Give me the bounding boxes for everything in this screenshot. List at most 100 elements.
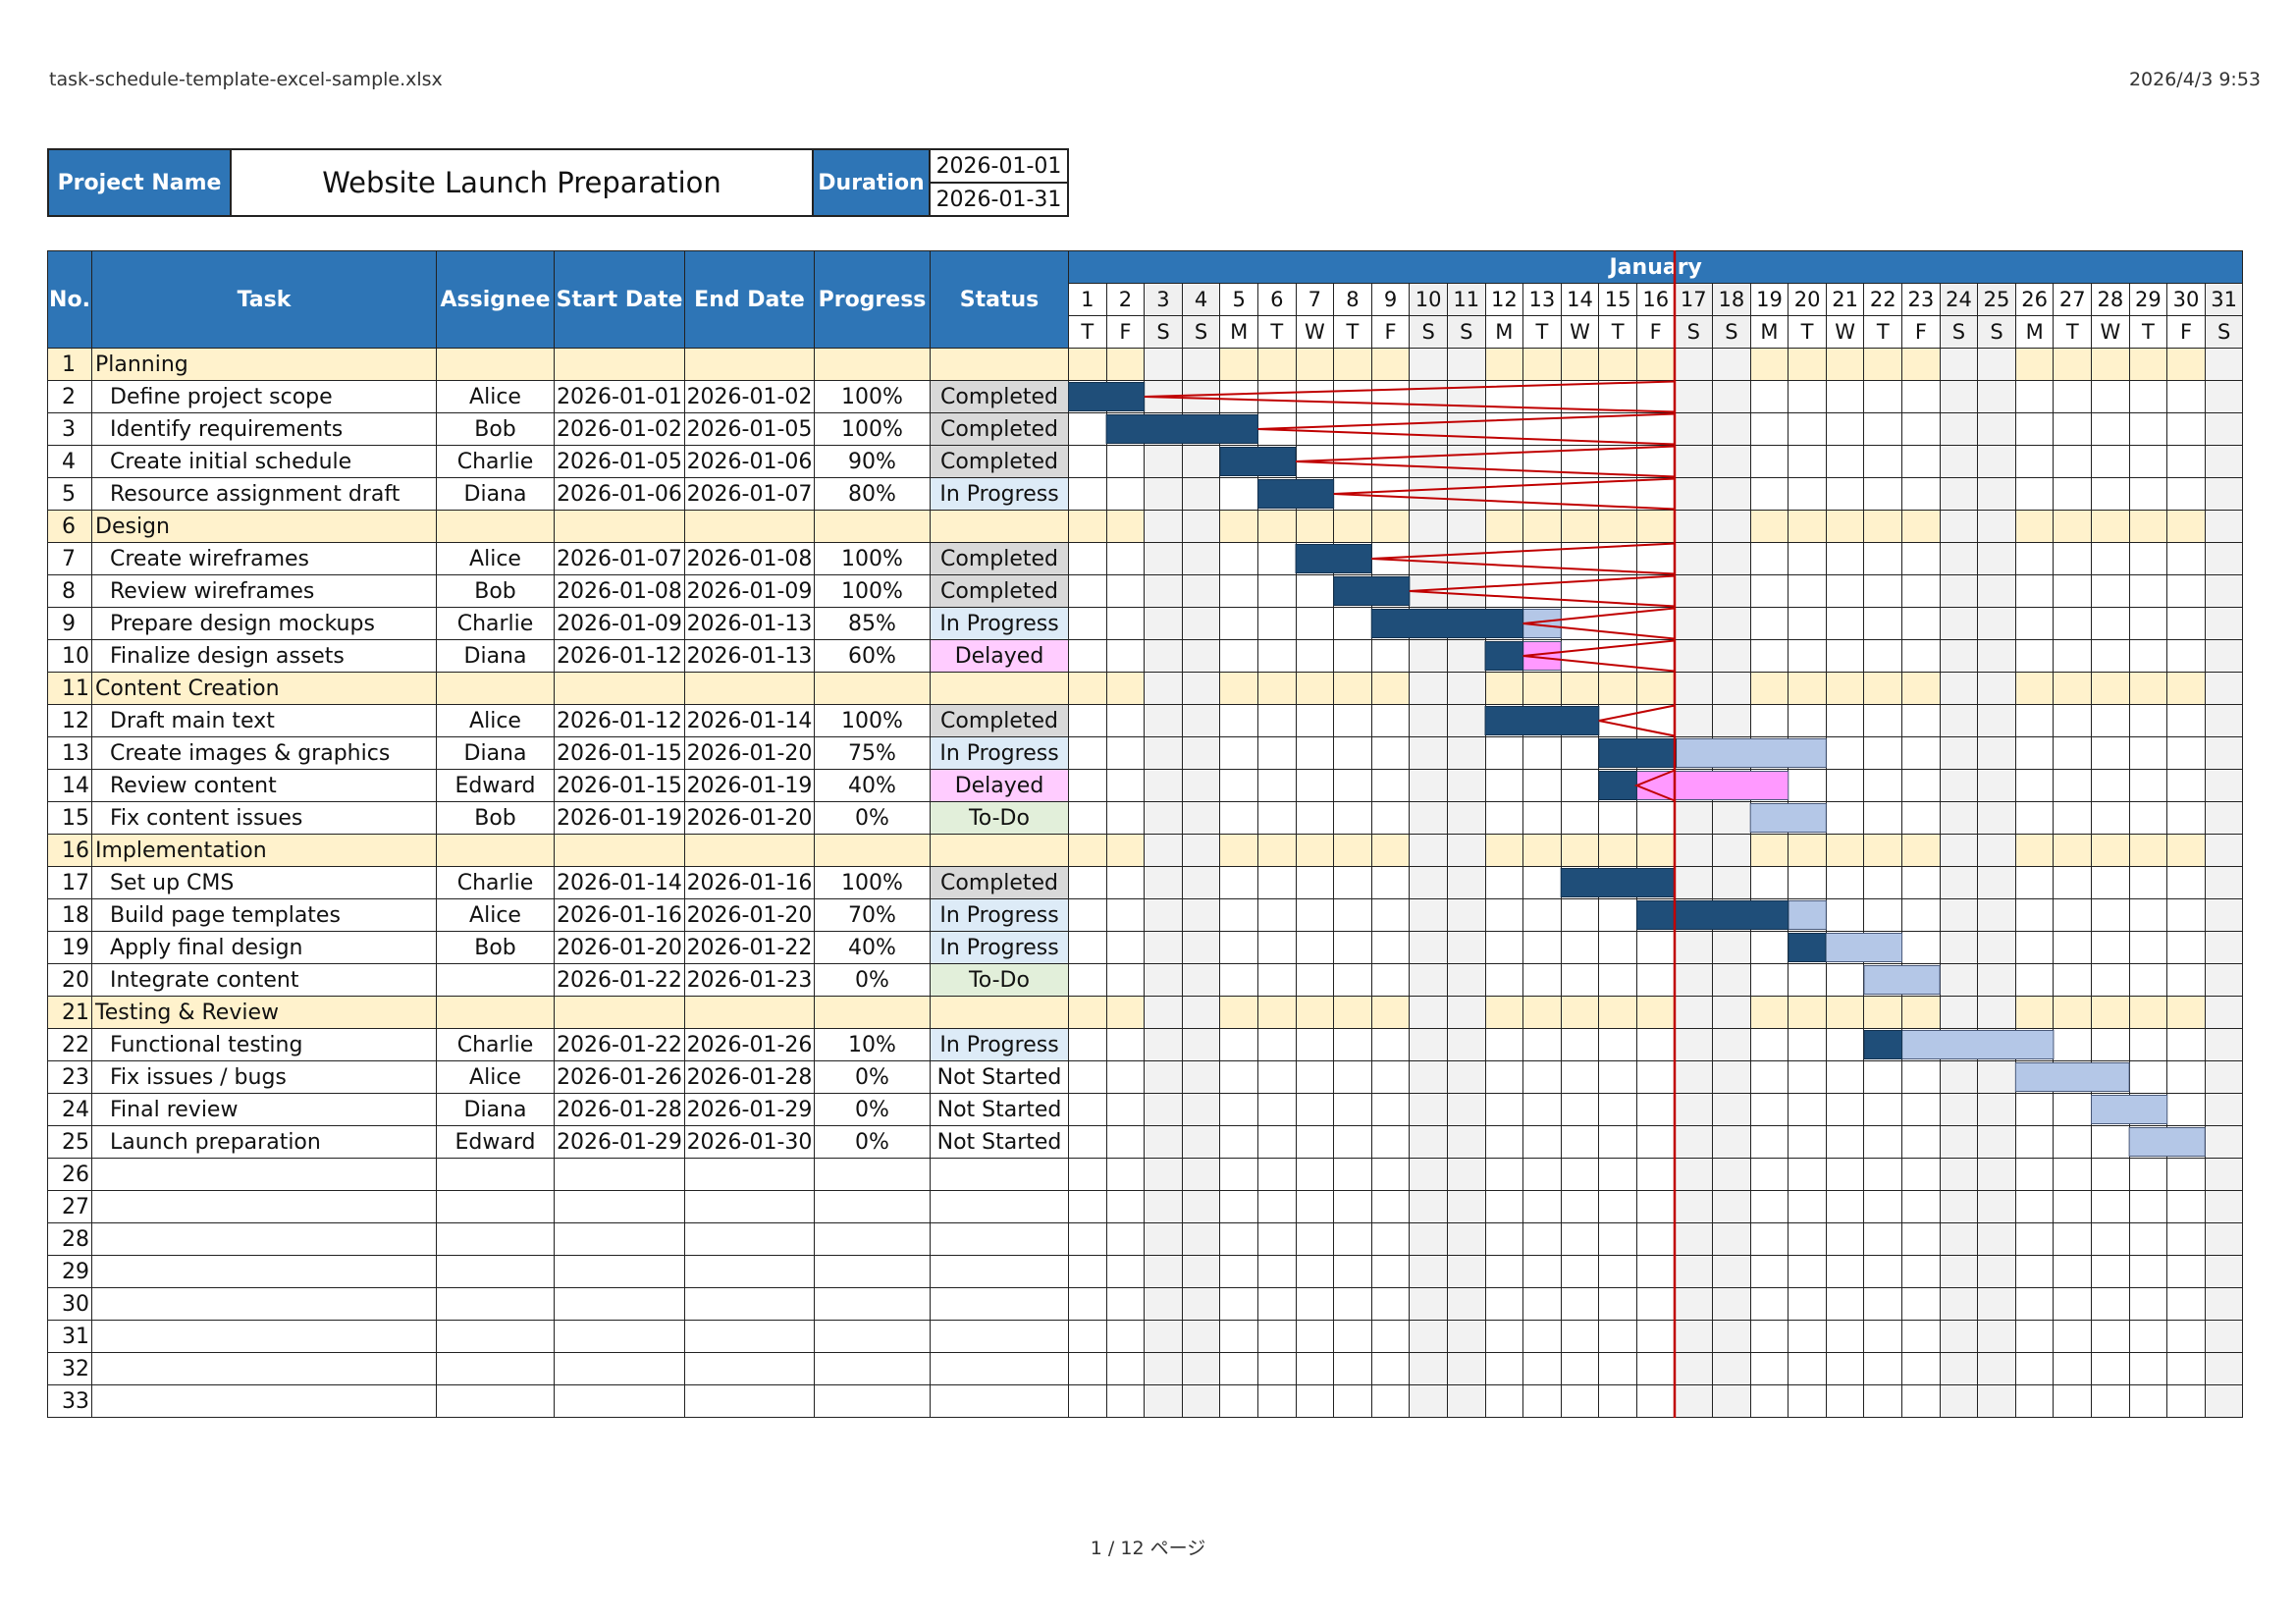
duration-start[interactable]: 2026-01-01 [929,148,1069,184]
assignee-cell[interactable]: Bob [436,801,555,835]
end-date-cell[interactable] [684,996,815,1029]
progress-cell[interactable]: 70% [814,898,931,932]
assignee-cell[interactable] [436,1320,555,1353]
assignee-cell[interactable] [436,1255,555,1288]
assignee-cell[interactable] [436,1158,555,1191]
end-date-cell[interactable]: 2026-01-13 [684,607,815,640]
task-name[interactable]: Draft main text [91,704,437,737]
status-cell[interactable] [930,834,1069,867]
status-cell[interactable] [930,510,1069,543]
assignee-cell[interactable] [436,963,555,997]
start-date-cell[interactable]: 2026-01-12 [554,639,685,673]
start-date-cell[interactable]: 2026-01-02 [554,412,685,446]
progress-cell[interactable]: 40% [814,931,931,964]
start-date-cell[interactable]: 2026-01-09 [554,607,685,640]
start-date-cell[interactable]: 2026-01-12 [554,704,685,737]
status-cell[interactable] [930,1158,1069,1191]
task-name[interactable]: Implementation [91,834,437,867]
start-date-cell[interactable] [554,1190,685,1223]
progress-cell[interactable]: 40% [814,769,931,802]
assignee-cell[interactable] [436,1287,555,1321]
progress-cell[interactable] [814,510,931,543]
status-cell[interactable]: In Progress [930,607,1069,640]
status-cell[interactable] [930,1352,1069,1385]
task-name[interactable]: Create initial schedule [91,445,437,478]
end-date-cell[interactable] [684,510,815,543]
status-cell[interactable]: Completed [930,542,1069,575]
start-date-cell[interactable]: 2026-01-14 [554,866,685,899]
assignee-cell[interactable]: Diana [436,1093,555,1126]
status-cell[interactable] [930,1384,1069,1418]
progress-cell[interactable] [814,1255,931,1288]
start-date-cell[interactable] [554,1384,685,1418]
task-name[interactable]: Identify requirements [91,412,437,446]
progress-cell[interactable] [814,1158,931,1191]
assignee-cell[interactable] [436,348,555,381]
end-date-cell[interactable] [684,1222,815,1256]
assignee-cell[interactable]: Charlie [436,866,555,899]
progress-cell[interactable]: 100% [814,574,931,608]
task-name[interactable]: Create images & graphics [91,736,437,770]
start-date-cell[interactable]: 2026-01-28 [554,1093,685,1126]
progress-cell[interactable]: 75% [814,736,931,770]
end-date-cell[interactable] [684,1352,815,1385]
assignee-cell[interactable]: Diana [436,639,555,673]
project-name-value[interactable]: Website Launch Preparation [230,148,814,217]
assignee-cell[interactable]: Diana [436,736,555,770]
assignee-cell[interactable]: Edward [436,769,555,802]
task-name[interactable]: Resource assignment draft [91,477,437,511]
status-cell[interactable]: Completed [930,412,1069,446]
end-date-cell[interactable]: 2026-01-29 [684,1093,815,1126]
task-name[interactable]: Build page templates [91,898,437,932]
start-date-cell[interactable] [554,1255,685,1288]
status-cell[interactable]: Completed [930,445,1069,478]
progress-cell[interactable] [814,834,931,867]
start-date-cell[interactable] [554,672,685,705]
progress-cell[interactable]: 85% [814,607,931,640]
start-date-cell[interactable] [554,834,685,867]
status-cell[interactable] [930,1287,1069,1321]
task-name[interactable]: Integrate content [91,963,437,997]
start-date-cell[interactable]: 2026-01-26 [554,1060,685,1094]
progress-cell[interactable]: 90% [814,445,931,478]
progress-cell[interactable]: 0% [814,963,931,997]
status-cell[interactable] [930,996,1069,1029]
progress-cell[interactable]: 80% [814,477,931,511]
task-name[interactable]: Define project scope [91,380,437,413]
assignee-cell[interactable]: Alice [436,1060,555,1094]
task-name[interactable] [91,1320,437,1353]
end-date-cell[interactable]: 2026-01-26 [684,1028,815,1061]
start-date-cell[interactable] [554,1320,685,1353]
assignee-cell[interactable]: Alice [436,380,555,413]
progress-cell[interactable] [814,348,931,381]
end-date-cell[interactable] [684,672,815,705]
status-cell[interactable]: Delayed [930,769,1069,802]
task-name[interactable] [91,1352,437,1385]
assignee-cell[interactable] [436,510,555,543]
assignee-cell[interactable]: Alice [436,542,555,575]
task-name[interactable]: Functional testing [91,1028,437,1061]
progress-cell[interactable]: 100% [814,542,931,575]
end-date-cell[interactable]: 2026-01-13 [684,639,815,673]
end-date-cell[interactable]: 2026-01-23 [684,963,815,997]
status-cell[interactable] [930,1222,1069,1256]
assignee-cell[interactable] [436,1352,555,1385]
task-name[interactable]: Apply final design [91,931,437,964]
start-date-cell[interactable]: 2026-01-19 [554,801,685,835]
start-date-cell[interactable]: 2026-01-05 [554,445,685,478]
assignee-cell[interactable]: Edward [436,1125,555,1159]
end-date-cell[interactable]: 2026-01-16 [684,866,815,899]
task-name[interactable]: Content Creation [91,672,437,705]
progress-cell[interactable]: 0% [814,1093,931,1126]
end-date-cell[interactable]: 2026-01-20 [684,736,815,770]
end-date-cell[interactable] [684,348,815,381]
assignee-cell[interactable]: Bob [436,931,555,964]
end-date-cell[interactable]: 2026-01-30 [684,1125,815,1159]
assignee-cell[interactable] [436,1384,555,1418]
status-cell[interactable]: To-Do [930,801,1069,835]
start-date-cell[interactable]: 2026-01-06 [554,477,685,511]
progress-cell[interactable]: 60% [814,639,931,673]
end-date-cell[interactable]: 2026-01-07 [684,477,815,511]
end-date-cell[interactable]: 2026-01-28 [684,1060,815,1094]
status-cell[interactable]: To-Do [930,963,1069,997]
